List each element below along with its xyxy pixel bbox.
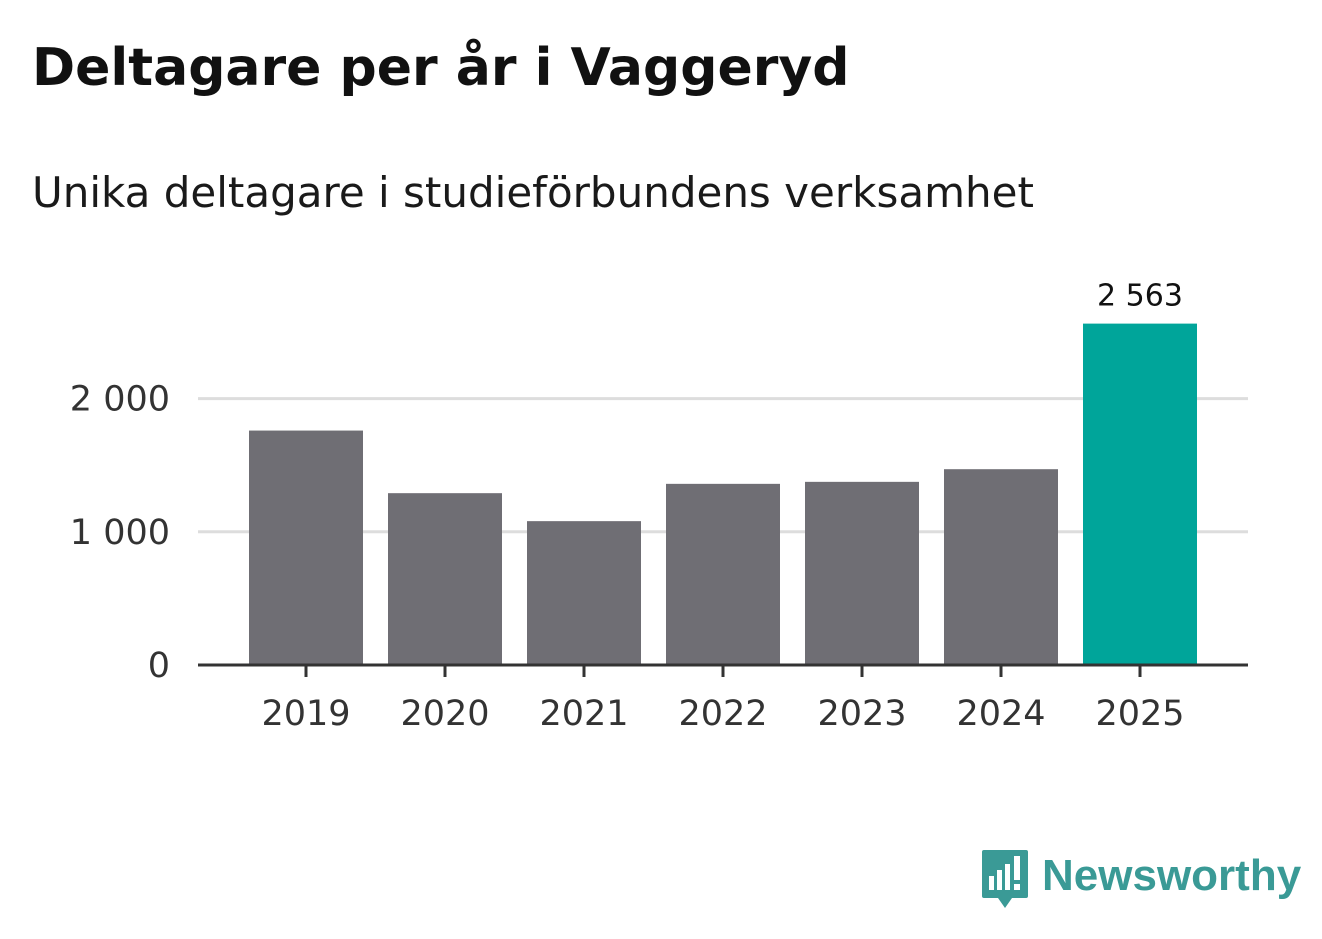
data-label: 2 563: [1097, 279, 1183, 314]
x-tick-label: 2020: [400, 694, 489, 734]
brand-logo: Newsworthy: [980, 848, 1301, 910]
bar-2019: [249, 430, 363, 665]
bar-chart: 0 1 000 2 000 2 563 2019 2020 2021 2022 2023 2024…: [70, 279, 1248, 734]
x-tick-label: 2025: [1095, 694, 1184, 734]
y-tick-label: 0: [148, 646, 170, 686]
bar-2020: [388, 493, 502, 665]
x-tick-label: 2024: [956, 694, 1045, 734]
bar-2025: [1083, 323, 1197, 665]
x-tick-label: 2021: [539, 694, 628, 734]
bar-2024: [944, 469, 1058, 665]
y-tick-label: 1 000: [70, 513, 170, 553]
chart-subtitle: Unika deltagare i studieförbundens verks…: [32, 168, 1034, 217]
x-tick-label: 2019: [261, 694, 350, 734]
bar-2023: [805, 481, 919, 665]
chart-title: Deltagare per år i Vaggeryd: [32, 38, 850, 98]
newsworthy-logo-icon: [982, 850, 1028, 908]
y-tick-label: 2 000: [70, 380, 170, 420]
bar-2021: [527, 521, 641, 665]
x-tick-label: 2022: [678, 694, 767, 734]
x-tick-label: 2023: [817, 694, 906, 734]
bar-2022: [666, 483, 780, 665]
brand-name: Newsworthy: [1042, 851, 1302, 900]
